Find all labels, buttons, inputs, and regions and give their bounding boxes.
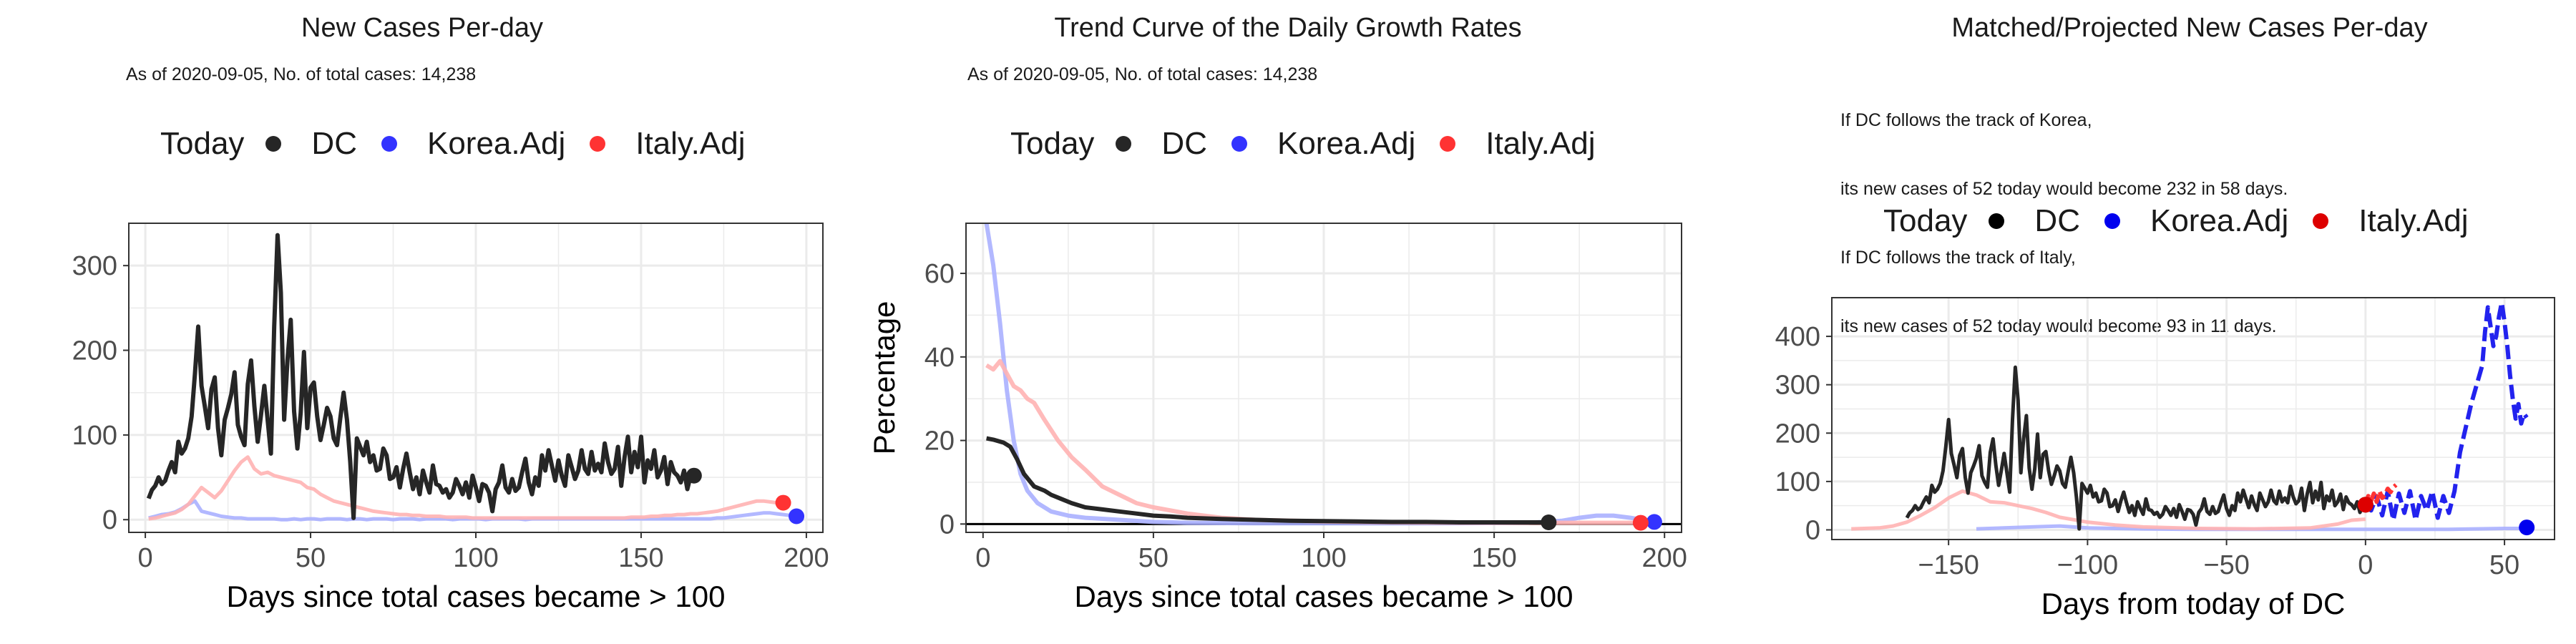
legend-label-italy: Italy.Adj	[1485, 126, 1596, 161]
y-tick-label: 0	[940, 509, 955, 540]
legend-dot-korea	[1231, 136, 1247, 152]
today-point-italy-adj	[775, 494, 791, 511]
chart-new-cases: 0 50 100 150 200 0 100 200 300 Days since total c…	[72, 223, 829, 613]
legend-label-dc: DC	[2034, 203, 2080, 238]
x-tick-label: 150	[1471, 543, 1516, 573]
y-tick-label: 60	[924, 259, 955, 289]
y-tick-label: 200	[72, 336, 117, 366]
legend-title: Today	[160, 126, 245, 161]
y-tick-label: 0	[102, 505, 117, 535]
chart-legend: Today DC Korea.Adj Italy.Adj	[1883, 203, 2492, 239]
chart-growth-rates: 0 50 100 150 200 0 20 40 60 Days since total case…	[867, 223, 1687, 613]
series-line-italy-adj	[985, 358, 1641, 525]
legend-item-korea: Korea.Adj	[2104, 203, 2288, 239]
legend-item-italy: Italy.Adj	[1440, 126, 1595, 162]
today-point-dc	[686, 467, 702, 484]
legend-label-dc: DC	[1161, 126, 1207, 161]
legend-label-korea: Korea.Adj	[1277, 126, 1416, 161]
x-tick-label: 150	[618, 543, 663, 573]
legend-dot-italy	[1440, 136, 1456, 152]
series-line-korea-adj-projection	[2363, 300, 2529, 522]
today-point-korea-adj	[1646, 514, 1662, 530]
y-tick-label: 20	[924, 426, 955, 457]
x-axis-label: Days since total cases became > 100	[227, 580, 726, 613]
today-point-korea-adj	[789, 508, 805, 525]
y-axis-label: Percentage	[867, 301, 901, 455]
legend-dot-dc	[265, 136, 282, 152]
today-point-italy-adj	[1632, 514, 1649, 531]
legend-dot-korea	[381, 136, 397, 152]
chart-title: Matched/Projected New Cases Per-day	[1951, 13, 2428, 43]
chart-legend: Today DC Korea.Adj Italy.Adj	[1010, 126, 1619, 162]
plot-frame	[1831, 297, 2555, 540]
legend-label-dc: DC	[311, 126, 357, 161]
legend-label-korea: Korea.Adj	[2150, 203, 2289, 238]
x-axis-label: Days from today of DC	[2041, 587, 2346, 620]
x-tick-label: 100	[1301, 543, 1346, 573]
legend-label-italy: Italy.Adj	[635, 126, 746, 161]
x-tick-label: −50	[2203, 550, 2249, 580]
legend-dot-korea	[2104, 213, 2120, 229]
chart-panel-new-cases: New Cases Per-day As of 2020-09-05, No. …	[0, 0, 844, 644]
legend-item-italy: Italy.Adj	[590, 126, 745, 162]
y-tick-label: 0	[1805, 515, 1820, 545]
y-tick-label: 200	[1775, 419, 1820, 449]
series-line-dc	[986, 436, 1549, 525]
y-tick-label: 400	[1775, 322, 1820, 352]
legend-dot-italy	[2313, 213, 2329, 229]
today-point-korea-adj	[2519, 519, 2535, 536]
series-line-italy-adj-history-	[1851, 489, 2366, 531]
legend-dot-italy	[590, 136, 606, 152]
x-tick-label: 50	[1138, 543, 1169, 573]
annotation-line: If DC follows the track of Korea,	[1840, 110, 2092, 130]
legend-item-dc: DC	[265, 126, 357, 162]
y-tick-label: 100	[72, 421, 117, 451]
x-tick-label: 0	[138, 543, 153, 573]
y-tick-label: 100	[1775, 467, 1820, 497]
annotation-line: its new cases of 52 today would become 2…	[1840, 179, 2288, 199]
today-point-italy-adj	[2357, 497, 2373, 513]
chart-subtitle: As of 2020-09-05, No. of total cases: 14…	[126, 64, 477, 84]
x-tick-label: 200	[1641, 543, 1687, 573]
chart-annotation: If DC follows the track of Korea, its ne…	[1840, 63, 2288, 384]
legend-item-dc: DC	[1989, 203, 2080, 239]
chart-panel-growth-rates: Trend Curve of the Daily Growth Rates As…	[844, 0, 1732, 644]
legend-dot-dc	[1989, 213, 2005, 229]
x-tick-label: −150	[1918, 550, 1979, 580]
y-tick-label: 40	[924, 343, 955, 373]
chart-legend: Today DC Korea.Adj Italy.Adj	[160, 126, 769, 162]
legend-title: Today	[1883, 203, 1968, 238]
legend-title: Today	[1010, 126, 1095, 161]
chart-title: New Cases Per-day	[301, 13, 543, 43]
annotation-line: If DC follows the track of Italy,	[1840, 248, 2076, 268]
x-tick-label: 50	[2489, 550, 2519, 580]
chart-panel-projected: Matched/Projected New Cases Per-day If D…	[1732, 0, 2576, 644]
chart-title: Trend Curve of the Daily Growth Rates	[1054, 13, 1522, 43]
legend-dot-dc	[1116, 136, 1132, 152]
legend-label-italy: Italy.Adj	[2358, 203, 2469, 238]
series-line-korea-adj	[984, 223, 1655, 526]
chart-projected: −150 −100 −50 0 50 0 100 200 300 400 Days from tod…	[1775, 297, 2555, 620]
chart-subtitle: As of 2020-09-05, No. of total cases: 14…	[967, 64, 1318, 84]
legend-label-korea: Korea.Adj	[426, 126, 566, 161]
legend-item-dc: DC	[1116, 126, 1207, 162]
plot-frame	[965, 223, 1682, 533]
legend-item-korea: Korea.Adj	[1231, 126, 1415, 162]
x-tick-label: 0	[2358, 550, 2373, 580]
x-tick-label: 0	[975, 543, 990, 573]
legend-item-korea: Korea.Adj	[381, 126, 565, 162]
x-tick-label: 100	[453, 543, 498, 573]
plot-frame	[128, 223, 824, 533]
today-point-dc	[1541, 514, 1557, 530]
legend-item-italy: Italy.Adj	[2313, 203, 2468, 239]
y-tick-label: 300	[1775, 371, 1820, 401]
x-tick-label: 200	[784, 543, 829, 573]
x-tick-label: −100	[2057, 550, 2119, 580]
y-tick-label: 300	[72, 251, 117, 281]
x-axis-label: Days since total cases became > 100	[1075, 580, 1574, 613]
x-tick-label: 50	[296, 543, 326, 573]
series-line-dc	[1905, 365, 2366, 531]
series-line-dc	[146, 233, 696, 520]
series-line-italy-adj	[148, 455, 784, 521]
